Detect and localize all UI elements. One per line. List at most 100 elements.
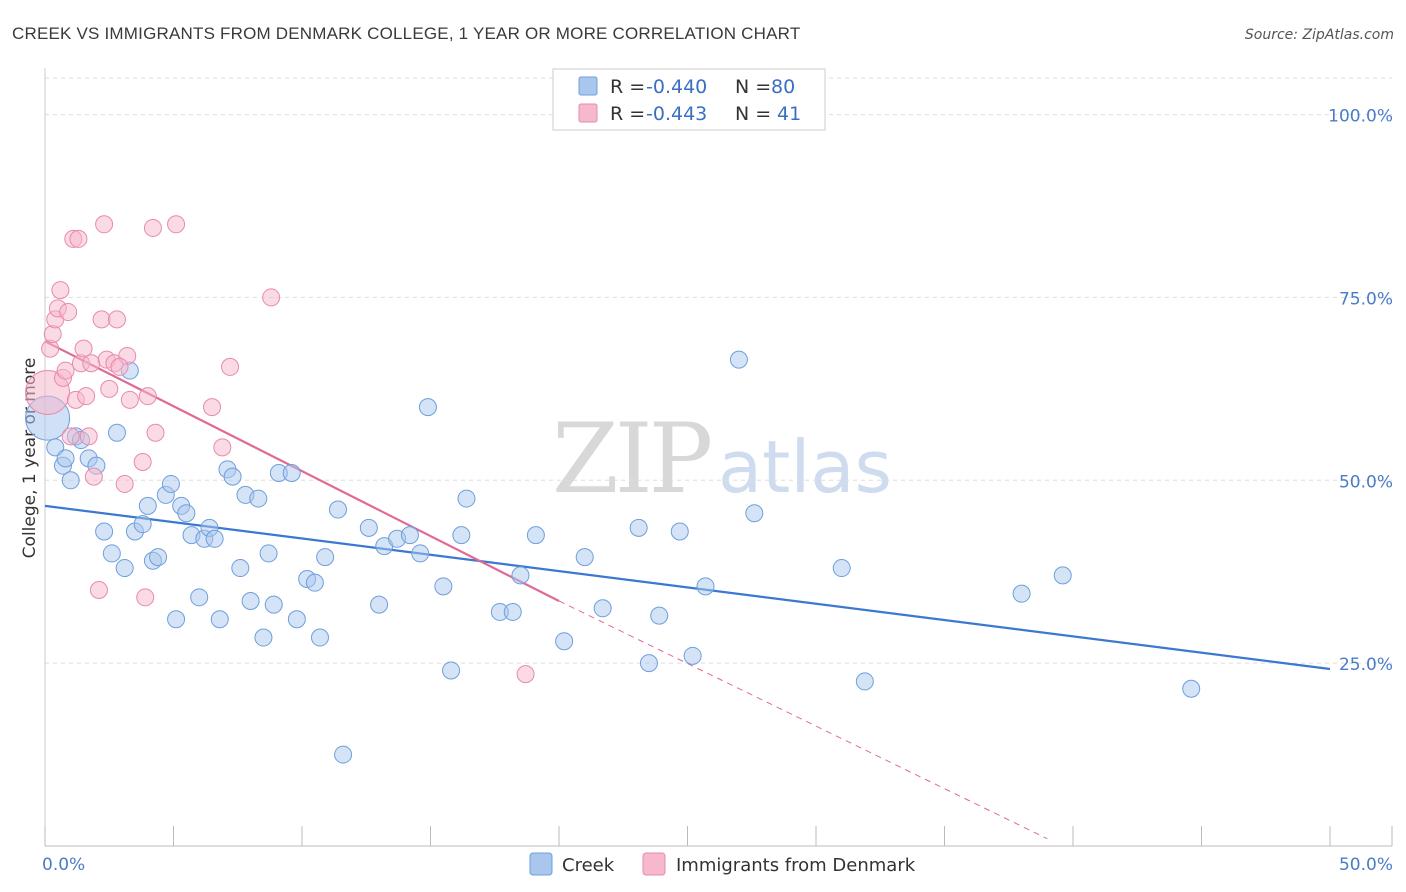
creek-point: [334, 745, 353, 764]
denmark-point: [41, 339, 60, 358]
legend-n-value-creek: 80: [771, 76, 795, 98]
y-tick-label: 50.0%: [1339, 472, 1393, 492]
source-label: Source: ZipAtlas.com: [1245, 27, 1394, 43]
creek-point: [452, 526, 471, 545]
chart-title: CREEK VS IMMIGRANTS FROM DENMARK COLLEGE…: [12, 24, 800, 43]
watermark: ZIP atlas: [552, 403, 892, 515]
legend-swatch-denmark: [578, 103, 598, 123]
denmark-point: [136, 588, 155, 607]
creek-point: [1053, 566, 1072, 585]
creek-point: [745, 504, 764, 523]
creek-point: [95, 522, 114, 541]
denmark-point: [84, 467, 103, 486]
creek-point: [210, 610, 229, 629]
creek-point: [418, 398, 437, 417]
creek-point: [61, 471, 80, 490]
creek-point: [400, 526, 419, 545]
creek-point: [696, 577, 715, 596]
denmark-trend-line: [44, 340, 560, 602]
creek-point: [282, 463, 301, 482]
creek-point: [555, 632, 574, 651]
denmark-point: [43, 325, 62, 343]
creek-point: [855, 672, 874, 691]
legend-swatch-creek: [578, 76, 598, 96]
legend-n-label-creek: N =: [735, 76, 771, 98]
denmark-point: [221, 357, 240, 376]
denmark-point: [92, 310, 111, 329]
creek-point: [434, 577, 453, 596]
denmark-point: [133, 453, 152, 471]
creek-point: [670, 522, 689, 541]
denmark-point: [95, 215, 114, 234]
stats-legend: R = -0.440 N = 80 R = -0.443 N = 41: [552, 68, 826, 131]
creek-point: [310, 628, 329, 647]
legend-n-value-denmark: 41: [777, 103, 801, 125]
denmark-point: [51, 281, 70, 300]
series-legend: Creek Immigrants from Denmark: [529, 852, 916, 876]
series-swatch-creek: [529, 852, 553, 876]
creek-point: [650, 606, 669, 625]
y-tick-label: 100.0%: [1328, 107, 1393, 127]
gridlines: [45, 77, 1392, 664]
creek-point: [177, 504, 196, 523]
legend-r-value-creek: -0.440: [646, 76, 707, 98]
creek-point: [683, 646, 702, 665]
denmark-point: [69, 229, 88, 248]
legend-r-label-denmark: R =: [610, 103, 645, 125]
creek-point: [205, 529, 224, 548]
denmark-trend-extension: [558, 600, 1048, 840]
y-tick-label: 75.0%: [1339, 289, 1393, 309]
denmark-point: [77, 387, 96, 406]
creek-trend-line: [44, 504, 1331, 671]
denmark-point: [59, 303, 78, 322]
watermark-zip: ZIP: [552, 403, 711, 515]
creek-point: [639, 654, 658, 673]
creek-point: [503, 602, 522, 621]
creek-point: [1182, 679, 1201, 698]
creek-point: [457, 489, 476, 508]
denmark-point: [74, 339, 93, 358]
creek-point: [593, 599, 612, 618]
creek-point: [511, 566, 530, 585]
x-tick-label: 50.0%: [1339, 855, 1393, 875]
creek-point: [442, 661, 461, 680]
denmark-point: [61, 427, 80, 446]
creek-point: [107, 423, 126, 442]
y-tick-label: 25.0%: [1339, 655, 1393, 675]
creek-point: [254, 628, 273, 647]
legend-r-label-creek: R =: [610, 76, 645, 98]
trend-lines: [44, 340, 1331, 840]
stats-legend-box: [552, 68, 826, 131]
creek-point: [1012, 584, 1031, 603]
creek-point: [287, 610, 306, 629]
creek-point: [231, 559, 250, 578]
creek-point: [115, 559, 134, 578]
creek-point: [575, 548, 594, 567]
denmark-point: [143, 218, 162, 237]
legend-r-value-denmark: -0.443: [646, 103, 707, 125]
series-label-denmark: Immigrants from Denmark: [676, 855, 916, 876]
denmark-point: [146, 423, 165, 442]
creek-point: [526, 526, 545, 545]
creek-point: [161, 474, 180, 493]
denmark-point: [138, 387, 157, 406]
creek-point: [328, 500, 347, 519]
creek-point: [56, 449, 75, 468]
creek-point: [832, 559, 851, 578]
axes: 25.0% 50.0% 75.0% 100.0% 0.0% 50.0%: [42, 68, 1393, 875]
series-label-creek: Creek: [562, 855, 615, 876]
legend-n-label-denmark: N =: [735, 103, 771, 125]
denmark-point: [120, 390, 139, 409]
watermark-atlas: atlas: [718, 425, 892, 509]
creek-point: [138, 496, 157, 515]
creek-point: [102, 544, 121, 563]
data-points: [25, 215, 1201, 764]
creek-point: [241, 591, 260, 610]
denmark-point: [56, 361, 75, 380]
denmark-point: [82, 354, 101, 373]
creek-point: [370, 595, 389, 614]
creek-point: [316, 548, 335, 567]
creek-point: [411, 544, 430, 563]
denmark-point: [89, 581, 108, 599]
